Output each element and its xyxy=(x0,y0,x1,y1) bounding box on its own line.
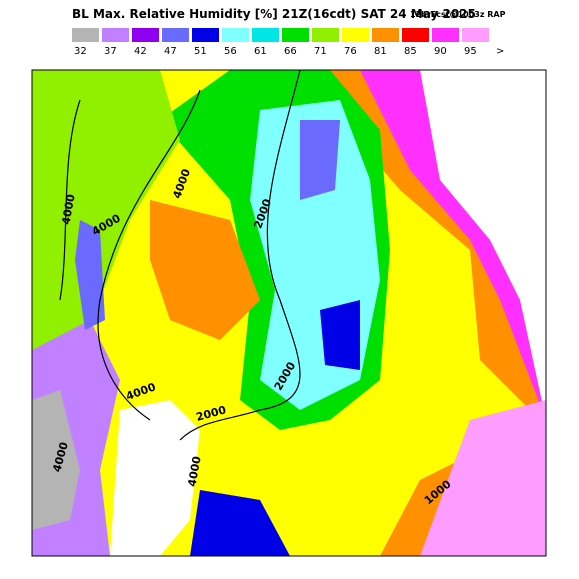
legend-swatch xyxy=(252,28,279,42)
legend: 32 37 42 47 51 56 61 66 71 76 81 85 90 95 > xyxy=(72,28,504,57)
contours xyxy=(59,69,301,441)
contour-label: 4000 xyxy=(185,455,203,488)
contour-label: 4000 xyxy=(59,193,77,226)
legend-label: 61 xyxy=(254,46,267,57)
legend-label: 42 xyxy=(134,46,147,57)
legend-swatch xyxy=(402,28,429,42)
map-frame xyxy=(31,69,547,557)
legend-swatch xyxy=(372,28,399,42)
legend-swatch xyxy=(102,28,129,42)
legend-swatch xyxy=(192,28,219,42)
field-orange-w xyxy=(150,200,260,340)
legend-label: 56 xyxy=(224,46,237,57)
legend-swatch xyxy=(342,28,369,42)
legend-swatch xyxy=(132,28,159,42)
legend-label: 90 xyxy=(434,46,447,57)
legend-swatch xyxy=(312,28,339,42)
field-blue-w xyxy=(75,220,105,330)
legend-label: 37 xyxy=(104,46,117,57)
legend-swatch xyxy=(432,28,459,42)
legend-label: 51 xyxy=(194,46,207,57)
field-lightgreen-w xyxy=(32,70,180,370)
legend-label: 81 xyxy=(374,46,387,57)
legend-swatch xyxy=(72,28,99,42)
title: BL Max. Relative Humidity [%] 21Z(16cdt)… xyxy=(72,7,476,21)
legend-label: 71 xyxy=(314,46,327,57)
legend-label: 32 xyxy=(74,46,87,57)
legend-end-label: > xyxy=(496,46,504,57)
field-blue-c xyxy=(320,300,360,370)
legend-swatch xyxy=(462,28,489,42)
legend-label: 95 xyxy=(464,46,477,57)
field-gray xyxy=(32,390,80,530)
legend-swatch xyxy=(282,28,309,42)
field-blue-n xyxy=(300,120,340,200)
legend-label: 76 xyxy=(344,46,357,57)
legend-swatch xyxy=(162,28,189,42)
field-pink-se xyxy=(420,400,546,556)
legend-label: 85 xyxy=(404,46,417,57)
legend-label: 66 xyxy=(284,46,297,57)
legend-swatch xyxy=(222,28,249,42)
legend-label: 47 xyxy=(164,46,177,57)
field-blue-s xyxy=(190,490,290,556)
field-white-ne xyxy=(420,70,546,420)
subtitle: 12hrFcst@1003z RAP xyxy=(410,10,506,19)
field-white-sw xyxy=(110,400,200,556)
